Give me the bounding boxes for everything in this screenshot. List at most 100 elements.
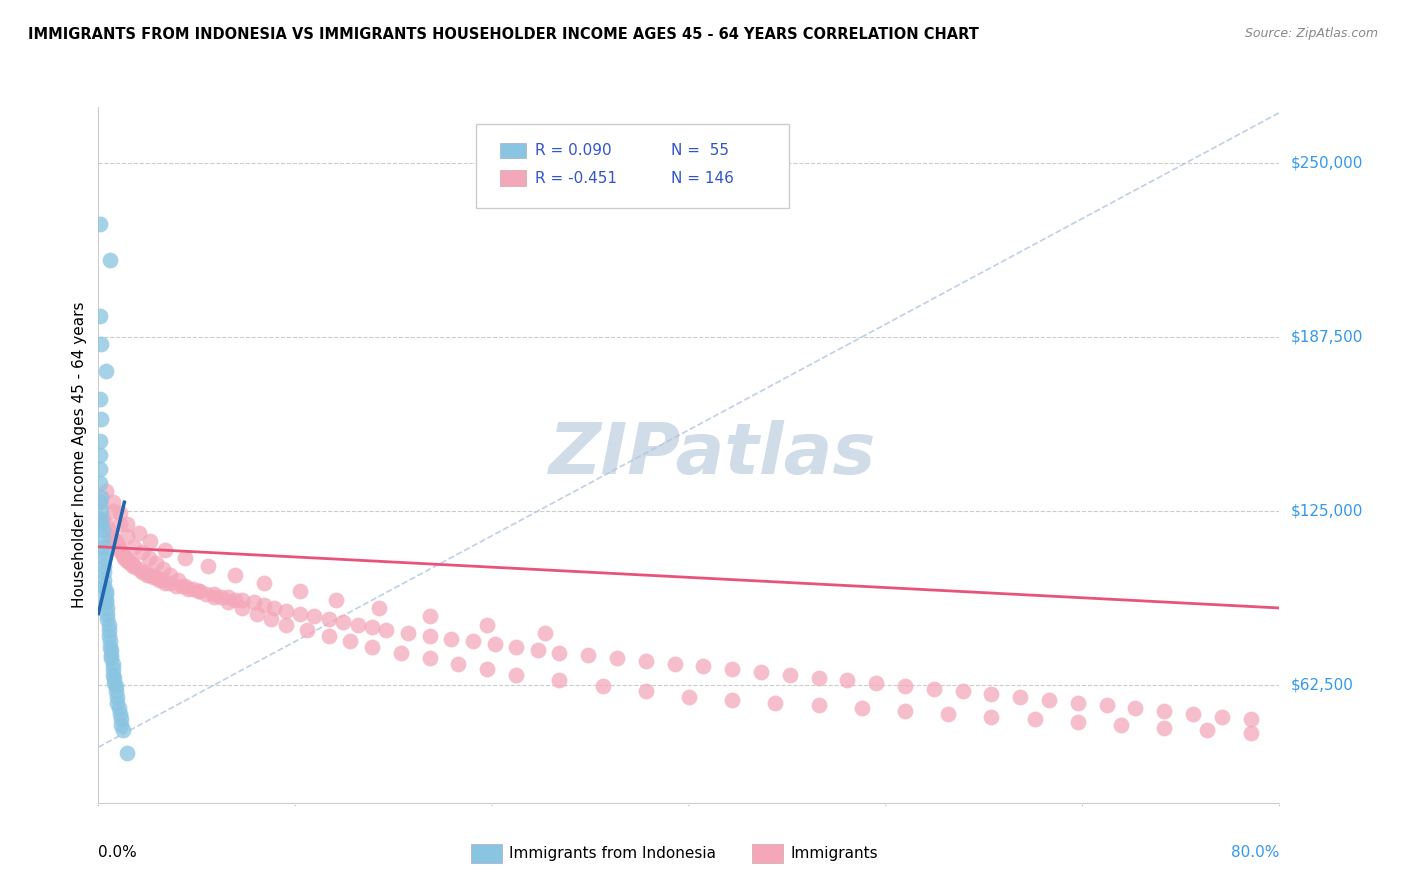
Point [138,550,160,565]
Point [115,517,138,532]
Point [952,684,974,698]
Point [108,542,131,557]
Point [93,573,115,587]
Point [1067,696,1090,710]
Point [231,592,253,607]
Point [150,573,173,587]
Point [94,584,117,599]
Point [548,646,571,660]
Point [111,723,134,738]
Point [105,537,128,551]
Point [128,562,150,576]
Text: Immigrants from Indonesia: Immigrants from Indonesia [509,847,716,861]
Point [107,540,129,554]
Point [195,587,218,601]
Point [1067,715,1090,730]
Point [118,554,141,568]
Point [98,528,121,542]
Point [606,651,628,665]
Point [120,557,142,571]
Point [96,601,118,615]
Text: $125,000: $125,000 [1291,503,1362,518]
Point [110,545,132,559]
Point [131,565,153,579]
Point [526,642,548,657]
Point [548,673,571,688]
Point [97,629,120,643]
Point [894,704,917,718]
Point [346,617,368,632]
Point [1109,718,1132,732]
Point [90,336,112,351]
Point [202,590,225,604]
Point [128,525,150,540]
Point [1125,701,1147,715]
Point [90,517,112,532]
Point [101,503,124,517]
Point [263,601,285,615]
Point [98,253,121,268]
Point [121,557,143,571]
Point [91,532,114,546]
Point [332,615,354,629]
Point [576,648,599,663]
Point [104,679,127,693]
Point [101,657,124,671]
Point [101,662,124,676]
Point [634,654,657,668]
Point [865,676,887,690]
Point [101,667,124,681]
Point [105,690,128,704]
Point [165,579,187,593]
Point [477,662,499,676]
Point [96,607,118,621]
Point [1240,712,1263,726]
Text: R = 0.090: R = 0.090 [536,143,612,158]
Point [148,573,170,587]
Point [108,706,131,721]
Point [93,550,115,565]
Point [721,693,744,707]
Text: N = 146: N = 146 [671,170,734,186]
Point [89,309,111,323]
Point [217,590,239,604]
Point [980,709,1002,723]
Point [90,512,112,526]
FancyBboxPatch shape [501,143,526,158]
Point [97,624,120,638]
Point [90,411,112,425]
Point [115,554,138,568]
Point [97,617,120,632]
Point [1153,704,1175,718]
Point [288,607,311,621]
Point [217,595,239,609]
Point [107,701,129,715]
Point [253,576,276,591]
Point [139,534,162,549]
Point [91,512,114,526]
Point [484,637,506,651]
Text: Immigrants: Immigrants [790,847,877,861]
Point [361,640,384,654]
Point [1010,690,1032,704]
Point [1024,712,1046,726]
Point [94,517,117,532]
Point [89,217,111,231]
Text: $62,500: $62,500 [1291,677,1354,692]
Point [101,495,124,509]
Point [89,475,111,490]
Point [339,634,361,648]
Point [94,592,117,607]
Point [837,673,859,688]
Point [505,667,527,681]
Point [980,687,1002,701]
Point [922,681,945,696]
Point [297,624,319,638]
Point [274,604,297,618]
Point [111,548,134,562]
Text: Source: ZipAtlas.com: Source: ZipAtlas.com [1244,27,1378,40]
Point [98,634,121,648]
Point [419,651,441,665]
Point [110,718,132,732]
Text: $187,500: $187,500 [1291,329,1362,344]
